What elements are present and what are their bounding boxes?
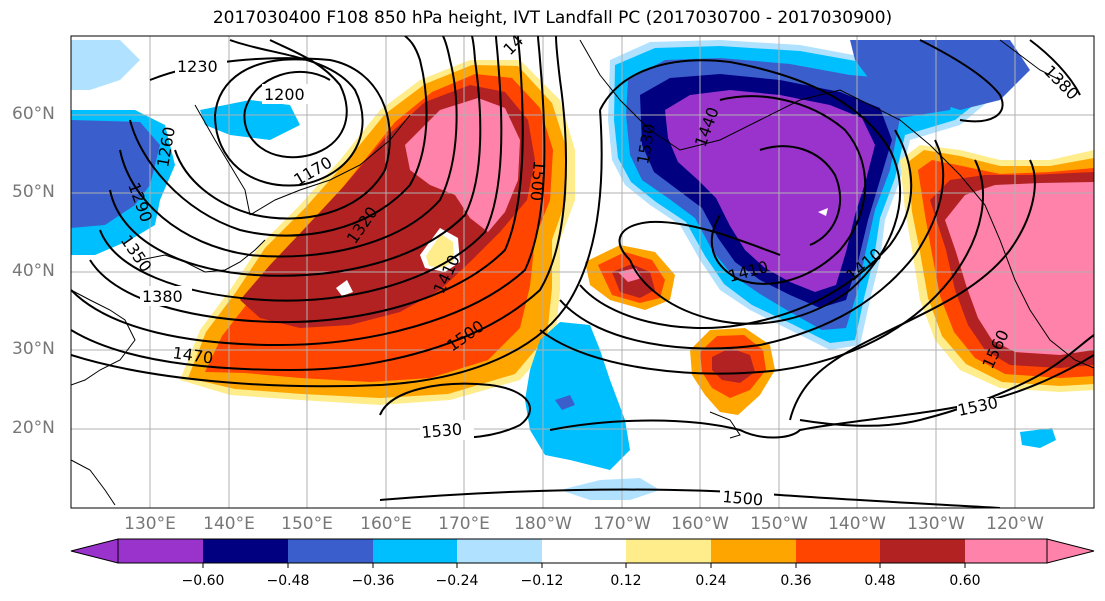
lon-label-130e: 130°E (124, 514, 176, 534)
lat-label-50n: 50°N (12, 182, 55, 202)
lon-label-180w: 180°W (514, 514, 572, 534)
colorbar-tick: −0.36 (351, 573, 395, 589)
colorbar-tick: −0.48 (266, 573, 310, 589)
lon-label-170w: 170°W (593, 514, 651, 534)
negative-core-west (71, 120, 160, 228)
height-contours (71, 36, 1094, 508)
contour-label-1230: 1230 (177, 57, 218, 76)
lat-label-20n: 20°N (12, 418, 55, 438)
lon-label-160e: 160°E (360, 514, 412, 534)
colorbar-tick: 0.48 (864, 573, 896, 589)
lon-label-160w: 160°W (671, 514, 729, 534)
contour-label-1200: 1200 (264, 85, 305, 104)
map-title: 2017030400 F108 850 hPa height, IVT Land… (212, 8, 893, 28)
colorbar-high-extension (1046, 538, 1095, 564)
colorbar-low-extension (70, 538, 119, 564)
contour-label-1500-south: 1500 (722, 487, 764, 509)
lat-label-40n: 40°N (12, 261, 55, 281)
colorbar-tick: 0.12 (610, 573, 642, 589)
colorbar-tick: −0.60 (181, 573, 225, 589)
colorbar-tick: −0.24 (435, 573, 479, 589)
colorbar-tick: 0.60 (949, 573, 981, 589)
colorbar-tick: −0.12 (520, 573, 564, 589)
colorbar (70, 538, 1095, 568)
contour-label-1380: 1380 (142, 287, 183, 306)
lon-label-120w: 120°W (986, 514, 1044, 534)
contour-label-1500-north: 1500 (526, 160, 548, 202)
lat-label-60n: 60°N (12, 104, 55, 124)
lon-label-170e: 170°E (438, 514, 490, 534)
lon-label-140e: 140°E (203, 514, 255, 534)
lon-label-150e: 150°E (281, 514, 333, 534)
colorbar-tick: 0.36 (780, 573, 812, 589)
lon-label-130w: 130°W (907, 514, 965, 534)
lon-label-140w: 140°W (828, 514, 886, 534)
lat-label-30n: 30°N (12, 339, 55, 359)
lon-label-150w: 150°W (750, 514, 808, 534)
coastlines (71, 39, 1094, 506)
colorbar-tick: 0.24 (695, 573, 727, 589)
graticule (71, 36, 1094, 508)
contour-label-1530-southwest: 1530 (421, 420, 463, 442)
map-frame (70, 35, 1095, 509)
